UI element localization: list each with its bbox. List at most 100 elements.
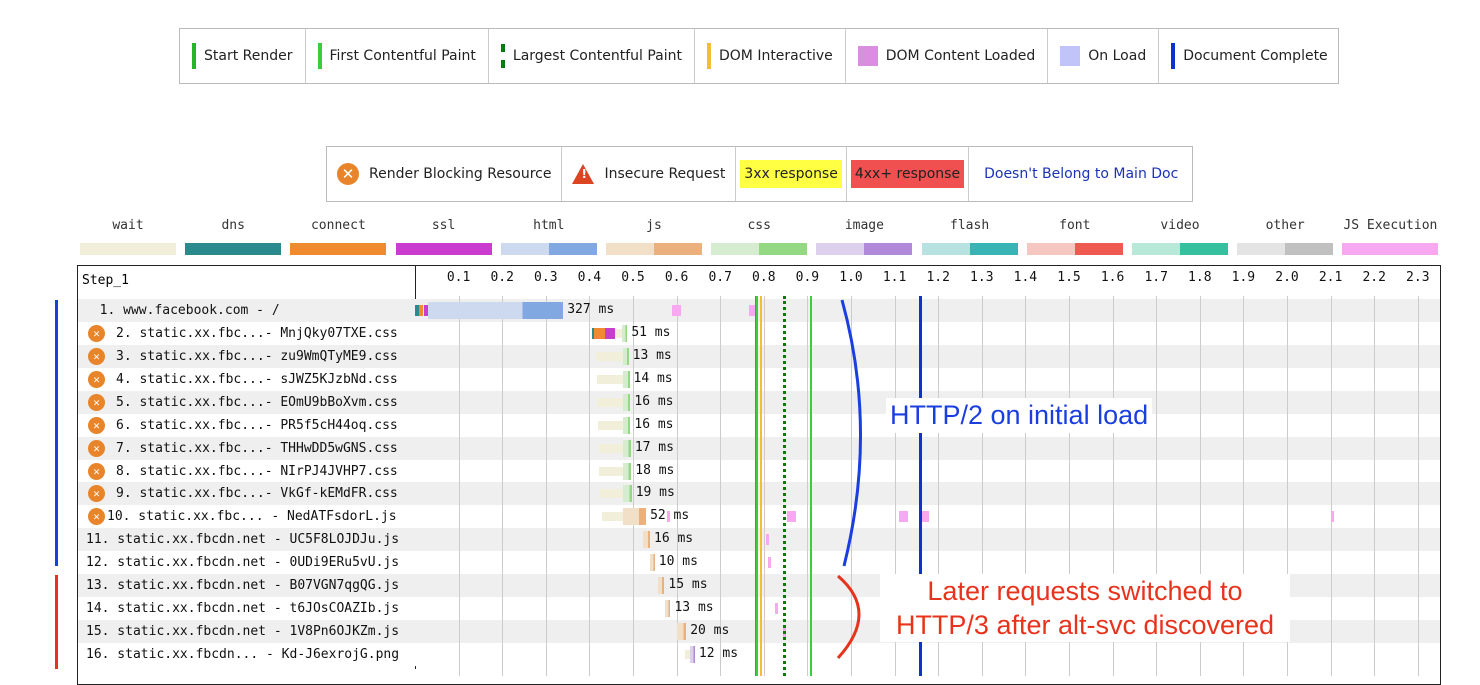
- connect-bar: [593, 327, 605, 339]
- request-label: ✕ 8. static.xx.fbc...- NIrPJ4JVHP7.css: [78, 460, 415, 483]
- axis-tick-label: 1.9: [1231, 270, 1256, 285]
- type-label: video: [1160, 218, 1200, 233]
- type-label: dns: [221, 218, 245, 233]
- legend-item: Largest Contentful Paint: [489, 29, 695, 83]
- axis-tick-label: 1.3: [970, 270, 994, 285]
- js-execution-mark: [748, 305, 758, 316]
- gridline: [502, 296, 504, 676]
- request-url: 8. static.xx.fbc...- NIrPJ4JVHP7.css: [116, 463, 398, 479]
- render-blocking-icon: ✕: [88, 462, 105, 480]
- marker-first-contentful-paint: [809, 296, 812, 676]
- table-row: ✕ 3. static.xx.fbc...- zu9WmQTyME9.css: [78, 344, 1440, 368]
- legend-label: DOM Content Loaded: [885, 48, 1036, 64]
- request-label: ✕ 7. static.xx.fbc...- THHwDD5wGNS.css: [78, 437, 415, 460]
- duration-label: 20 ms: [690, 623, 730, 639]
- request-bar: [622, 347, 629, 365]
- type-swatch: [80, 243, 176, 255]
- type-swatch: [1342, 243, 1439, 255]
- render-blocking-icon: ✕: [88, 416, 105, 434]
- request-bar: [657, 577, 665, 595]
- legend-label: Insecure Request: [604, 166, 726, 182]
- gridline: [851, 296, 852, 676]
- request-bar: [623, 508, 647, 526]
- request-label: ✕ 6. static.xx.fbc...- PR5f5cH44oq.css: [78, 414, 415, 437]
- dns-bar: [415, 305, 419, 316]
- axis-tick-label: 1.4: [1013, 270, 1038, 285]
- render-blocking-icon: ✕: [88, 370, 105, 388]
- annotation-brackets: [836, 299, 862, 660]
- gridline: [1417, 296, 1419, 676]
- axis-tick-label: 0.6: [664, 270, 689, 285]
- type-label: ssl: [431, 218, 456, 233]
- legend-swatch: [1171, 43, 1176, 69]
- request-url: 3. static.xx.fbc...- zu9WmQTyME9.css: [116, 348, 398, 364]
- axis-tick-label: 0.1: [446, 270, 471, 285]
- table-row: 12. static.xx.fbcdn.net - 0UDi9ERu5vU.js: [78, 551, 1440, 575]
- gridline: [1069, 296, 1070, 676]
- gridline: [1156, 296, 1158, 676]
- legend-item: First Contentful Paint: [306, 29, 489, 83]
- request-url: 1. www.facebook.com - /: [84, 303, 280, 318]
- gridline: [763, 296, 765, 676]
- duration-label: 10 ms: [658, 554, 698, 570]
- axis-tick-label: 2.3: [1406, 270, 1430, 285]
- legend-label: First Contentful Paint: [329, 48, 476, 64]
- request-label: 15. static.xx.fbcdn.net - 1V8Pn6OJKZm.js: [78, 620, 415, 643]
- type-swatch: [185, 243, 282, 255]
- request-bar: [623, 462, 632, 480]
- type-label: css: [747, 218, 771, 233]
- request-label: 11. static.xx.fbcdn.net - UC5F8LOJDJu.js: [78, 528, 415, 551]
- type-swatch: [500, 243, 597, 255]
- legend-label: Render Blocking Resource: [369, 166, 552, 182]
- legend-label: 3xx response: [740, 160, 842, 188]
- table-row: ✕ 8. static.xx.fbc...- NIrPJ4JVHP7.css: [78, 459, 1440, 483]
- axis-tick-label: 1.2: [926, 270, 950, 285]
- duration-label: 51 ms: [631, 324, 671, 340]
- legend-item: DOM Interactive: [695, 29, 846, 83]
- request-url: 2. static.xx.fbc...- MnjQky07TXE.css: [116, 325, 398, 341]
- table-row: ✕ 5. static.xx.fbc...- EOmU9bBoXvm.css: [78, 390, 1440, 414]
- axis-tick-label: 2.0: [1275, 270, 1299, 285]
- gridline: [1199, 296, 1201, 676]
- request-bar: [622, 324, 628, 342]
- legend-swatch: [192, 43, 196, 69]
- js-execution-mark: [1330, 511, 1334, 523]
- duration-label: 16 ms: [654, 531, 694, 547]
- http2-annotation: HTTP/2 on initial load: [886, 398, 1153, 433]
- duration-label: 18 ms: [635, 462, 675, 478]
- gridline: [1025, 296, 1027, 676]
- request-label: 12. static.xx.fbcdn.net - 0UDi9ERu5vU.js: [78, 551, 415, 574]
- wait-bar: [598, 466, 624, 476]
- table-row: 1. www.facebook.com - /: [78, 299, 1440, 322]
- gridline: [1243, 296, 1245, 676]
- gridline: [545, 296, 547, 676]
- request-label: ✕ 2. static.xx.fbc...- MnjQky07TXE.css: [78, 322, 415, 345]
- type-label: image: [844, 218, 884, 233]
- request-label: ✕ 4. static.xx.fbc...- sJWZ5KJzbNd.css: [78, 368, 415, 391]
- duration-label: 14 ms: [633, 370, 673, 386]
- render-blocking-icon: ✕: [88, 485, 105, 503]
- table-row: ✕ 2. static.xx.fbc...- MnjQky07TXE.css: [78, 321, 1440, 345]
- table-row: ✕ 9. static.xx.fbc...- VkGf-kEMdFR.css: [78, 482, 1440, 506]
- axis-tick-label: 0.5: [621, 270, 645, 285]
- type-swatch: [921, 243, 1018, 255]
- request-bar: [623, 416, 631, 434]
- request-bar: [623, 393, 631, 411]
- duration-label: 16 ms: [634, 393, 674, 409]
- legend-item: On Load: [1048, 29, 1160, 83]
- http3-group-bar: [55, 575, 58, 669]
- marker-first-contentful-paint: [755, 296, 758, 676]
- type-swatch: [1026, 243, 1123, 255]
- js-execution-mark: [672, 305, 681, 316]
- request-url: 6. static.xx.fbc...- PR5f5cH44oq.css: [116, 417, 398, 433]
- ssl-bar: [423, 305, 428, 316]
- request-bar: [623, 370, 630, 388]
- render-blocking-icon: ✕: [337, 163, 359, 185]
- request-url: 12. static.xx.fbcdn.net - 0UDi9ERu5vU.js: [86, 555, 400, 571]
- axis-tick-label: 1.7: [1144, 270, 1168, 285]
- gridline: [458, 296, 460, 676]
- gridline: [1112, 296, 1114, 676]
- render-blocking-icon: ✕: [88, 347, 105, 365]
- duration-label: 19 ms: [635, 485, 675, 501]
- request-bar: [677, 623, 687, 641]
